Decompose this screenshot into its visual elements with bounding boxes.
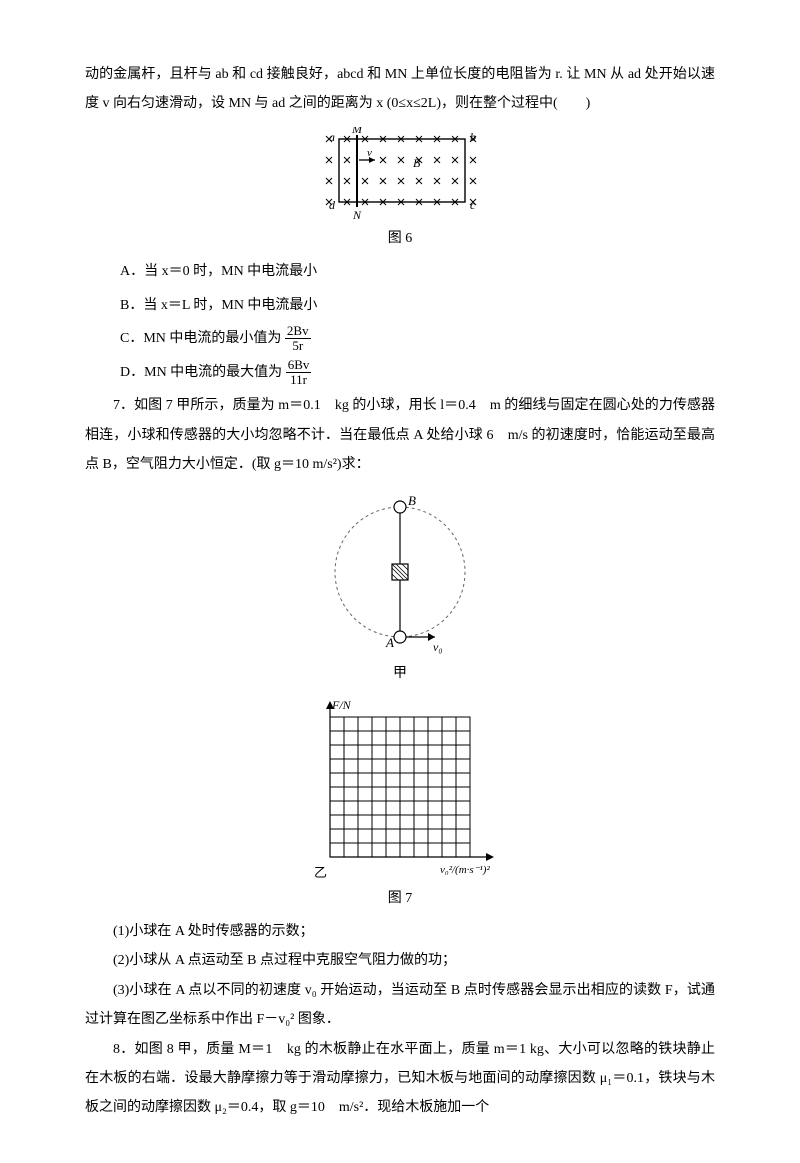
svg-text:d: d bbox=[329, 198, 336, 212]
q7-sub2: (2)小球从 A 点运动至 B 点过程中克服空气阻力做的功； bbox=[85, 946, 715, 975]
q7-sub3: (3)小球在 A 点以不同的初速度 v₀ 开始运动，当运动至 B 点时传感器会显… bbox=[85, 976, 715, 1035]
q6-A-text: 当 x＝0 时，MN 中电流最小 bbox=[144, 264, 317, 279]
q6-C-num: 2Bv bbox=[285, 324, 311, 339]
q6-D-den: 11r bbox=[286, 373, 312, 387]
figure-7a: B A v₀ 甲 bbox=[85, 487, 715, 688]
q6-option-D: D．MN 中电流的最大值为 6Bv 11r bbox=[85, 358, 715, 388]
q7-text: 7．如图 7 甲所示，质量为 m＝0.1 kg 的小球，用长 l＝0.4 m 的… bbox=[85, 391, 715, 479]
q6-D-prefix: MN 中电流的最大值为 bbox=[144, 365, 282, 380]
fig7a-caption: 甲 bbox=[85, 659, 715, 688]
q6-D-frac: 6Bv 11r bbox=[286, 358, 312, 388]
svg-text:b: b bbox=[470, 130, 476, 144]
q6-C-frac: 2Bv 5r bbox=[285, 324, 311, 354]
q6-option-A: A．当 x＝0 时，MN 中电流最小 bbox=[85, 257, 715, 286]
fig7-caption: 图 7 bbox=[85, 884, 715, 913]
q7-sub1: (1)小球在 A 处时传感器的示数； bbox=[85, 917, 715, 946]
q6-option-C: C．MN 中电流的最小值为 2Bv 5r bbox=[85, 324, 715, 354]
svg-text:v₀: v₀ bbox=[433, 640, 443, 654]
figure-7b: F/N bbox=[85, 697, 715, 913]
svg-text:A: A bbox=[385, 635, 394, 650]
svg-text:B: B bbox=[413, 156, 421, 170]
q6-B-text: 当 x＝L 时，MN 中电流最小 bbox=[143, 298, 317, 313]
q8-text: 8．如图 8 甲，质量 M＝1 kg 的木板静止在水平面上，质量 m＝1 kg、… bbox=[85, 1035, 715, 1123]
q6-option-B: B．当 x＝L 时，MN 中电流最小 bbox=[85, 291, 715, 320]
svg-text:c: c bbox=[470, 198, 476, 212]
svg-text:M: M bbox=[351, 127, 363, 136]
svg-text:v: v bbox=[367, 147, 372, 159]
fig7a-svg: B A v₀ bbox=[315, 487, 485, 657]
fig7b-svg: F/N bbox=[290, 697, 510, 882]
q6-C-prefix: MN 中电流的最小值为 bbox=[143, 331, 281, 346]
q6-D-num: 6Bv bbox=[286, 358, 312, 373]
figure-6: a b c d M N v B 图 6 bbox=[85, 127, 715, 253]
fig6-caption: 图 6 bbox=[85, 224, 715, 253]
svg-text:B: B bbox=[408, 493, 416, 508]
q6-intro: 动的金属杆，且杆与 ab 和 cd 接触良好，abcd 和 MN 上单位长度的电… bbox=[85, 60, 715, 119]
svg-text:F/N: F/N bbox=[331, 698, 352, 712]
svg-text:a: a bbox=[329, 130, 335, 144]
svg-text:N: N bbox=[352, 208, 362, 222]
q6-C-den: 5r bbox=[285, 339, 311, 353]
fig6-svg: a b c d M N v B bbox=[305, 127, 495, 222]
q6-intro-text: 动的金属杆，且杆与 ab 和 cd 接触良好，abcd 和 MN 上单位长度的电… bbox=[85, 67, 715, 111]
svg-text:乙: 乙 bbox=[314, 865, 327, 880]
svg-text:v₀²/(m·s⁻¹)²: v₀²/(m·s⁻¹)² bbox=[440, 864, 490, 876]
